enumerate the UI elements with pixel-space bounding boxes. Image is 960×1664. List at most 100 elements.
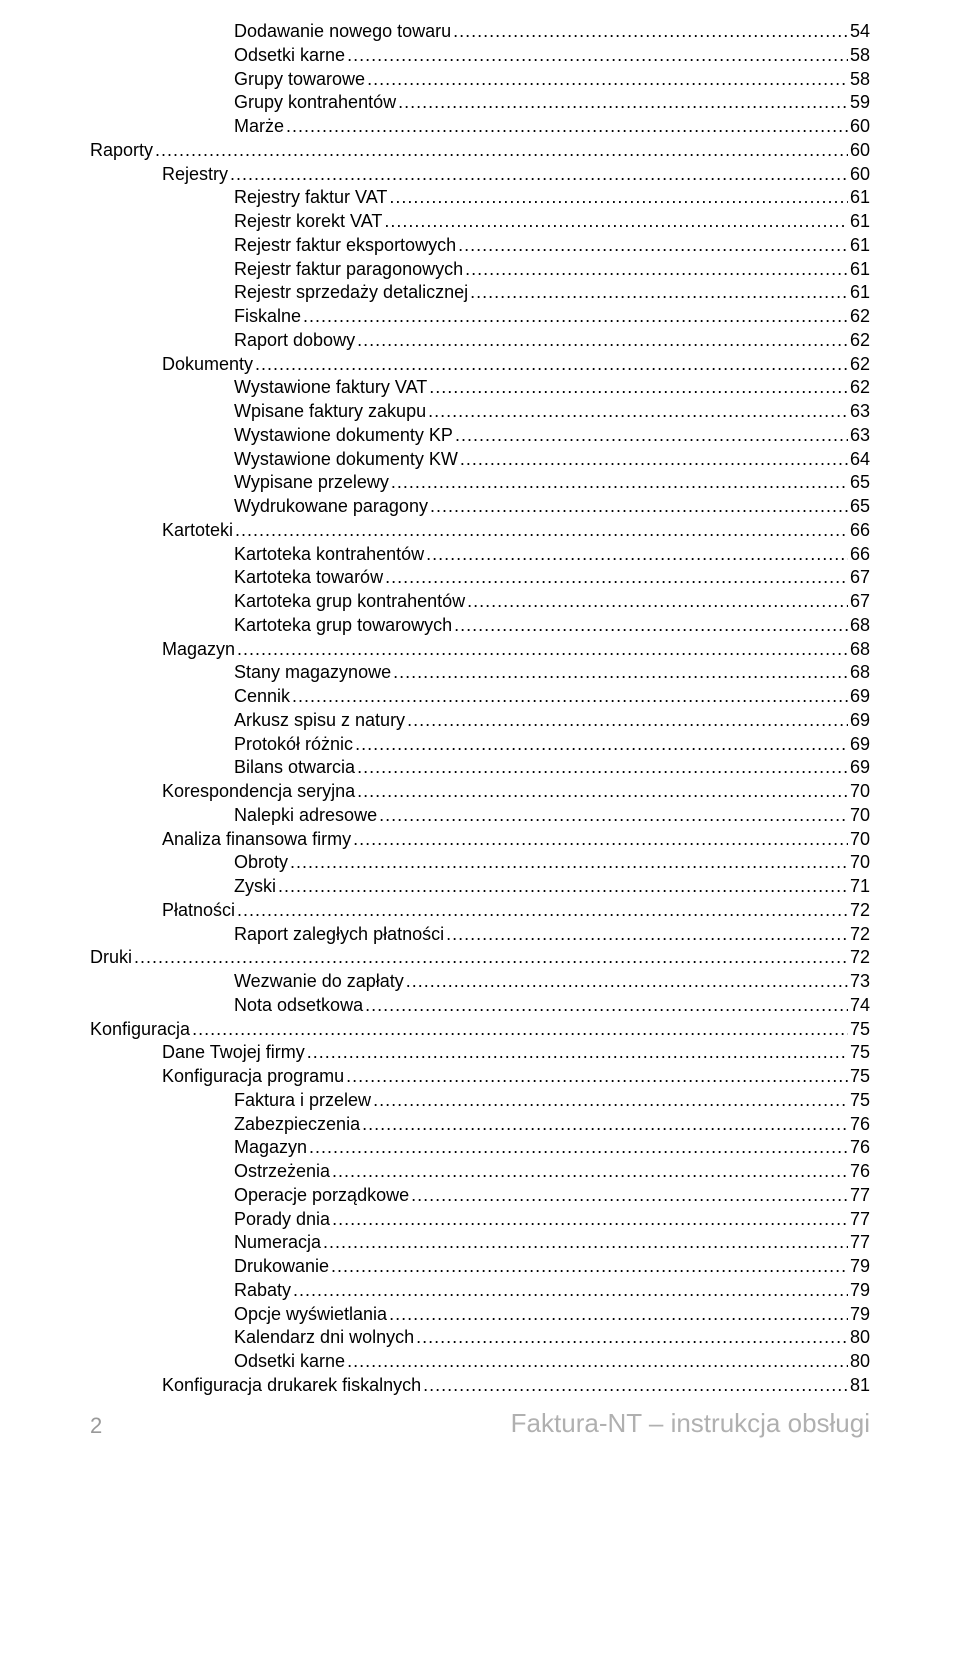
toc-page-number: 69	[850, 756, 870, 780]
toc-leader-dots	[353, 828, 848, 852]
toc-label: Ostrzeżenia	[234, 1160, 330, 1184]
toc-leader-dots	[332, 1208, 848, 1232]
toc-page-number: 67	[850, 590, 870, 614]
toc-leader-dots	[467, 590, 848, 614]
toc-leader-dots	[255, 353, 848, 377]
toc-page-number: 70	[850, 851, 870, 875]
toc-label: Zabezpieczenia	[234, 1113, 360, 1137]
toc-entry: Rejestr faktur paragonowych 61	[90, 258, 870, 282]
toc-label: Magazyn	[234, 1136, 307, 1160]
toc-entry: Drukowanie 79	[90, 1255, 870, 1279]
toc-page-number: 75	[850, 1041, 870, 1065]
toc-label: Dodawanie nowego towaru	[234, 20, 451, 44]
toc-page-number: 79	[850, 1255, 870, 1279]
toc-page-number: 61	[850, 281, 870, 305]
toc-label: Wezwanie do zapłaty	[234, 970, 404, 994]
toc-entry: Wpisane faktury zakupu 63	[90, 400, 870, 424]
toc-label: Grupy kontrahentów	[234, 91, 396, 115]
toc-label: Magazyn	[162, 638, 235, 662]
toc-entry: Cennik 69	[90, 685, 870, 709]
toc-leader-dots	[367, 68, 848, 92]
toc-leader-dots	[357, 329, 848, 353]
toc-leader-dots	[423, 1374, 848, 1398]
toc-leader-dots	[393, 661, 848, 685]
toc-label: Nalepki adresowe	[234, 804, 377, 828]
toc-entry: Numeracja 77	[90, 1231, 870, 1255]
toc-label: Bilans otwarcia	[234, 756, 355, 780]
toc-page-number: 58	[850, 44, 870, 68]
toc-label: Fiskalne	[234, 305, 301, 329]
toc-label: Kartoteka grup kontrahentów	[234, 590, 465, 614]
toc-leader-dots	[292, 685, 848, 709]
toc-entry: Kartoteka kontrahentów 66	[90, 543, 870, 567]
toc-page-number: 70	[850, 804, 870, 828]
toc-leader-dots	[347, 1350, 848, 1374]
toc-entry: Grupy towarowe 58	[90, 68, 870, 92]
toc-entry: Magazyn 68	[90, 638, 870, 662]
toc-label: Opcje wyświetlania	[234, 1303, 387, 1327]
toc-page-number: 63	[850, 400, 870, 424]
toc-page-number: 73	[850, 970, 870, 994]
toc-label: Faktura i przelew	[234, 1089, 371, 1113]
toc-entry: Rejestry 60	[90, 163, 870, 187]
toc-page-number: 65	[850, 471, 870, 495]
toc-page-number: 66	[850, 519, 870, 543]
table-of-contents: Dodawanie nowego towaru 54Odsetki karne …	[90, 20, 870, 1398]
toc-label: Nota odsetkowa	[234, 994, 363, 1018]
toc-label: Operacje porządkowe	[234, 1184, 409, 1208]
toc-leader-dots	[278, 875, 848, 899]
toc-label: Protokół różnic	[234, 733, 353, 757]
toc-entry: Kartoteka towarów 67	[90, 566, 870, 590]
toc-leader-dots	[331, 1255, 848, 1279]
toc-label: Kartoteka kontrahentów	[234, 543, 424, 567]
toc-label: Rejestr faktur paragonowych	[234, 258, 463, 282]
toc-page-number: 74	[850, 994, 870, 1018]
toc-leader-dots	[237, 638, 848, 662]
toc-entry: Obroty 70	[90, 851, 870, 875]
toc-entry: Zabezpieczenia 76	[90, 1113, 870, 1137]
toc-page-number: 62	[850, 305, 870, 329]
toc-leader-dots	[379, 804, 848, 828]
toc-page-number: 61	[850, 186, 870, 210]
toc-entry: Druki 72	[90, 946, 870, 970]
toc-leader-dots	[134, 946, 848, 970]
toc-label: Rabaty	[234, 1279, 291, 1303]
toc-leader-dots	[309, 1136, 848, 1160]
toc-leader-dots	[332, 1160, 848, 1184]
toc-entry: Wystawione dokumenty KW 64	[90, 448, 870, 472]
toc-label: Konfiguracja	[90, 1018, 190, 1042]
toc-entry: Grupy kontrahentów 59	[90, 91, 870, 115]
toc-entry: Raport zaległych płatności 72	[90, 923, 870, 947]
toc-page-number: 72	[850, 899, 870, 923]
toc-leader-dots	[416, 1326, 848, 1350]
toc-page-number: 79	[850, 1303, 870, 1327]
toc-label: Dane Twojej firmy	[162, 1041, 305, 1065]
toc-entry: Rejestr sprzedaży detalicznej 61	[90, 281, 870, 305]
toc-label: Arkusz spisu z natury	[234, 709, 405, 733]
toc-entry: Wystawione dokumenty KP 63	[90, 424, 870, 448]
toc-leader-dots	[460, 448, 848, 472]
toc-leader-dots	[357, 780, 848, 804]
toc-entry: Fiskalne 62	[90, 305, 870, 329]
toc-label: Rejestry faktur VAT	[234, 186, 387, 210]
toc-leader-dots	[470, 281, 848, 305]
toc-leader-dots	[355, 733, 848, 757]
toc-leader-dots	[307, 1041, 848, 1065]
toc-label: Cennik	[234, 685, 290, 709]
toc-label: Stany magazynowe	[234, 661, 391, 685]
toc-label: Dokumenty	[162, 353, 253, 377]
toc-page-number: 62	[850, 353, 870, 377]
toc-page-number: 69	[850, 733, 870, 757]
toc-entry: Zyski 71	[90, 875, 870, 899]
toc-entry: Protokół różnic 69	[90, 733, 870, 757]
toc-leader-dots	[230, 163, 848, 187]
toc-label: Grupy towarowe	[234, 68, 365, 92]
toc-page-number: 80	[850, 1326, 870, 1350]
toc-leader-dots	[389, 1303, 848, 1327]
toc-leader-dots	[430, 495, 848, 519]
toc-page-number: 81	[850, 1374, 870, 1398]
toc-label: Kartoteki	[162, 519, 233, 543]
toc-page-number: 76	[850, 1160, 870, 1184]
toc-leader-dots	[346, 1065, 848, 1089]
toc-page-number: 60	[850, 139, 870, 163]
